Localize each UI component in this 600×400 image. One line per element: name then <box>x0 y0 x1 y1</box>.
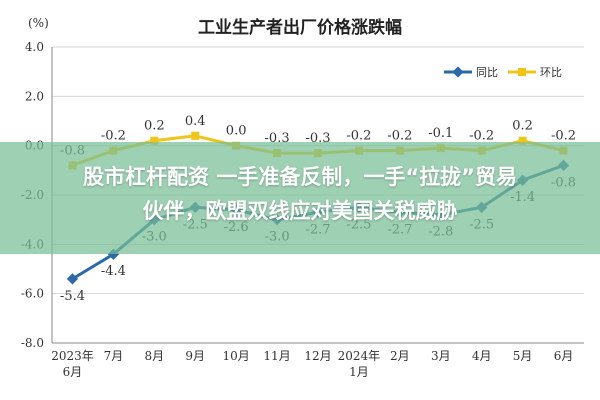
x-tick-label: 10月 <box>223 349 250 363</box>
data-label: -0.1 <box>428 126 453 141</box>
data-label: -0.2 <box>551 129 576 144</box>
series-point <box>150 136 159 145</box>
x-tick-label-line: 7月 <box>104 349 124 363</box>
legend-marker <box>452 66 464 78</box>
x-tick-label-line: 2024年 <box>338 349 381 363</box>
chart-title: 工业生产者出厂价格涨跌幅 <box>198 17 402 38</box>
x-tick-label: 3月 <box>431 349 451 363</box>
news-headline-line-1: 股市杠杆配资 一手准备反制，一手“拉拢”贸易 <box>83 165 517 189</box>
x-tick-label-line: 10月 <box>223 349 250 363</box>
x-tick-label-line: 1月 <box>349 365 369 379</box>
y-tick-label: -6.0 <box>21 287 44 301</box>
x-tick-label: 6月 <box>554 349 574 363</box>
y-tick-label: 4.0 <box>25 40 44 54</box>
x-tick-label: 11月 <box>263 349 290 363</box>
news-banner <box>0 142 600 254</box>
x-tick-label: 2023年 6月 <box>51 349 94 379</box>
data-label: -4.4 <box>101 264 126 279</box>
y-tick-label: 2.0 <box>25 89 44 103</box>
x-tick-label-line: 2月 <box>390 349 410 363</box>
x-tick-label-line: 6月 <box>63 365 83 379</box>
y-axis-unit: (%) <box>28 16 49 30</box>
legend-marker <box>518 68 526 76</box>
data-label: 0.0 <box>226 124 247 139</box>
data-label: 0.2 <box>144 119 165 134</box>
series-point <box>191 131 200 140</box>
x-tick-label: 2024年 1月 <box>338 349 381 379</box>
data-label: -5.4 <box>60 289 85 304</box>
x-tick-label-line: 11月 <box>263 349 290 363</box>
x-tick-label-line: 8月 <box>144 349 164 363</box>
news-headline-line-2: 伙伴，欧盟双线应对美国关税威胁 <box>142 199 458 223</box>
legend-label: 同比 <box>476 66 498 79</box>
x-tick-label: 9月 <box>185 349 205 363</box>
x-tick-label: 8月 <box>144 349 164 363</box>
data-label: -0.2 <box>387 129 412 144</box>
x-tick-label-line: 12月 <box>304 349 331 363</box>
x-tick-label-line: 4月 <box>472 349 492 363</box>
x-tick-label-line: 6月 <box>554 349 574 363</box>
data-label: -0.2 <box>346 129 371 144</box>
x-tick-label-line: 2023年 <box>51 349 94 363</box>
x-tick-label: 5月 <box>513 349 533 363</box>
data-label: 0.4 <box>185 114 206 129</box>
data-label: -0.2 <box>469 129 494 144</box>
news-headline[interactable]: 股市杠杆配资 一手准备反制，一手“拉拢”贸易 伙伴，欧盟双线应对美国关税威胁 <box>0 160 600 228</box>
legend: 同比 环比 <box>444 66 562 79</box>
x-tick-label: 4月 <box>472 349 492 363</box>
x-tick-label: 12月 <box>304 349 331 363</box>
y-tick-label: -8.0 <box>21 336 44 350</box>
x-tick-label: 2月 <box>390 349 410 363</box>
x-tick-label: 7月 <box>104 349 124 363</box>
x-tick-label-line: 9月 <box>185 349 205 363</box>
series-point <box>518 136 527 145</box>
legend-label: 环比 <box>540 66 562 79</box>
x-tick-label-line: 5月 <box>513 349 533 363</box>
x-tick-label-line: 3月 <box>431 349 451 363</box>
data-label: 0.2 <box>512 119 533 134</box>
data-label: -0.2 <box>101 129 126 144</box>
